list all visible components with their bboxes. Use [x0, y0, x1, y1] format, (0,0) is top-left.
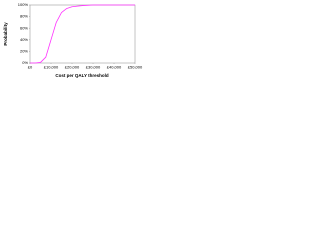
x-tick-label: £30,000: [86, 65, 101, 70]
x-tick-label: £0: [28, 65, 33, 70]
plot-frame: [29, 4, 136, 64]
y-tick-label: 20%: [20, 48, 28, 53]
x-tick-label: £10,000: [44, 65, 59, 70]
y-tick-label: 60%: [20, 25, 28, 30]
x-tick-label: £40,000: [107, 65, 122, 70]
y-tick-label: 100%: [18, 2, 29, 7]
y-tick-label: 0%: [22, 60, 28, 65]
x-tick-label: £50,000: [128, 65, 143, 70]
x-axis-title: Cost per QALY threshold: [55, 73, 109, 78]
y-tick-label: 40%: [20, 37, 28, 42]
line: [30, 4, 135, 64]
y-tick-label: 80%: [20, 14, 28, 19]
chart: Cost per QALY threshold Probability 0% 20…: [3, 2, 143, 78]
y-axis-title: Probability: [3, 22, 8, 46]
x-tick-label: £20,000: [65, 65, 80, 70]
